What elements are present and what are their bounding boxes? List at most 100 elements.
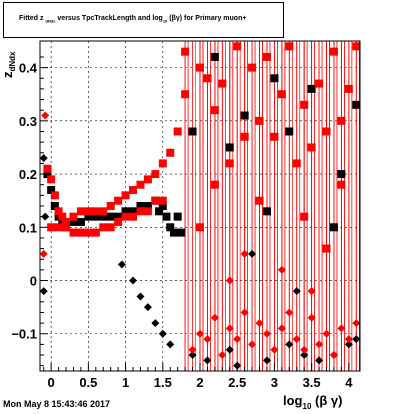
black-point	[99, 212, 108, 221]
black-point	[307, 84, 316, 93]
black-point	[106, 212, 115, 221]
red-point	[47, 223, 56, 232]
y-tick-label: 0.1	[19, 220, 37, 235]
black-point	[285, 127, 294, 136]
red-point	[69, 212, 78, 221]
red-point	[62, 217, 71, 226]
red-point	[255, 319, 264, 328]
black-point	[188, 127, 197, 136]
red-point	[196, 329, 204, 338]
red-point	[76, 228, 85, 237]
red-point	[210, 106, 219, 115]
red-point	[41, 111, 50, 120]
black-point	[248, 249, 257, 258]
black-point	[240, 111, 249, 120]
y-axis-label: zdNdx	[0, 51, 17, 78]
red-point	[129, 212, 138, 221]
black-point	[285, 340, 294, 349]
red-point	[262, 52, 271, 61]
black-point	[155, 207, 164, 216]
red-point	[69, 228, 78, 237]
y-tick-label: 0.2	[19, 167, 37, 182]
red-point	[91, 228, 100, 237]
red-point	[300, 100, 309, 109]
red-point	[307, 287, 316, 296]
red-point	[277, 324, 286, 333]
black-point	[270, 74, 279, 83]
title-middle: versus TpcTrackLength and log	[57, 15, 163, 22]
red-point	[114, 196, 123, 205]
title-prefix: Fitted z	[19, 15, 44, 22]
red-point	[240, 132, 249, 141]
red-point	[270, 345, 279, 354]
black-point	[84, 212, 93, 221]
y-tick-label: −0.1	[11, 327, 37, 342]
red-point	[54, 223, 63, 232]
red-point	[143, 207, 152, 216]
red-point	[255, 116, 264, 125]
red-point	[307, 143, 316, 152]
black-point	[225, 143, 234, 152]
red-point	[285, 42, 294, 51]
error-bars	[184, 41, 360, 371]
red-point	[337, 180, 346, 189]
black-point	[50, 202, 59, 210]
red-point	[121, 212, 130, 221]
red-point	[344, 335, 353, 344]
red-point	[181, 47, 190, 56]
red-point	[262, 329, 271, 338]
x-tick-label: 0.5	[79, 375, 97, 390]
x-tick-label: 0	[48, 375, 55, 390]
black-point	[166, 340, 175, 349]
red-point	[322, 244, 331, 253]
red-point	[292, 335, 301, 344]
red-point	[203, 335, 212, 344]
red-point	[151, 196, 160, 205]
red-point	[196, 63, 204, 72]
red-point	[106, 202, 115, 210]
black-point	[129, 207, 138, 216]
red-point	[151, 170, 160, 179]
black-point	[136, 202, 145, 210]
black-point	[76, 217, 85, 226]
red-point	[39, 249, 48, 258]
red-point	[352, 42, 361, 51]
red-point	[62, 223, 71, 232]
black-point	[188, 351, 197, 360]
title-box: Fitted z dNdx versus TpcTrackLength and …	[3, 2, 284, 38]
red-point	[203, 74, 212, 83]
y-tick-label: 0.4	[19, 61, 38, 76]
black-point	[143, 303, 152, 312]
red-point	[50, 191, 59, 200]
red-point	[225, 159, 234, 168]
black-point	[47, 186, 56, 195]
red-point	[322, 127, 331, 136]
red-point	[136, 207, 145, 216]
black-point	[315, 356, 324, 365]
red-point	[240, 249, 249, 258]
y-tick-label: 0	[30, 274, 37, 289]
x-tick-label: 3	[271, 375, 278, 390]
red-point	[129, 186, 138, 195]
red-point	[54, 207, 63, 216]
x-tick-label: 3.5	[303, 375, 321, 390]
tick-labels: 0 0.5 1 1.5 2 2.5 3 3.5 4 −0.1 0 0.1 0.2 0.3 0.4	[11, 61, 353, 390]
black-point	[39, 154, 48, 163]
title-suffix: (βγ) for Primary muon+	[169, 15, 247, 22]
red-point	[300, 212, 309, 221]
red-point	[248, 63, 257, 72]
red-point	[233, 42, 242, 51]
black-point	[151, 319, 160, 328]
black-point	[203, 356, 212, 365]
red-point	[300, 345, 309, 354]
black-point	[114, 212, 123, 221]
red-point	[329, 47, 338, 56]
x-tick-label: 1.5	[154, 375, 172, 390]
red-point	[322, 329, 331, 338]
black-point	[143, 202, 152, 210]
red-point	[188, 345, 197, 354]
red-point	[218, 351, 227, 360]
red-point	[277, 90, 286, 99]
